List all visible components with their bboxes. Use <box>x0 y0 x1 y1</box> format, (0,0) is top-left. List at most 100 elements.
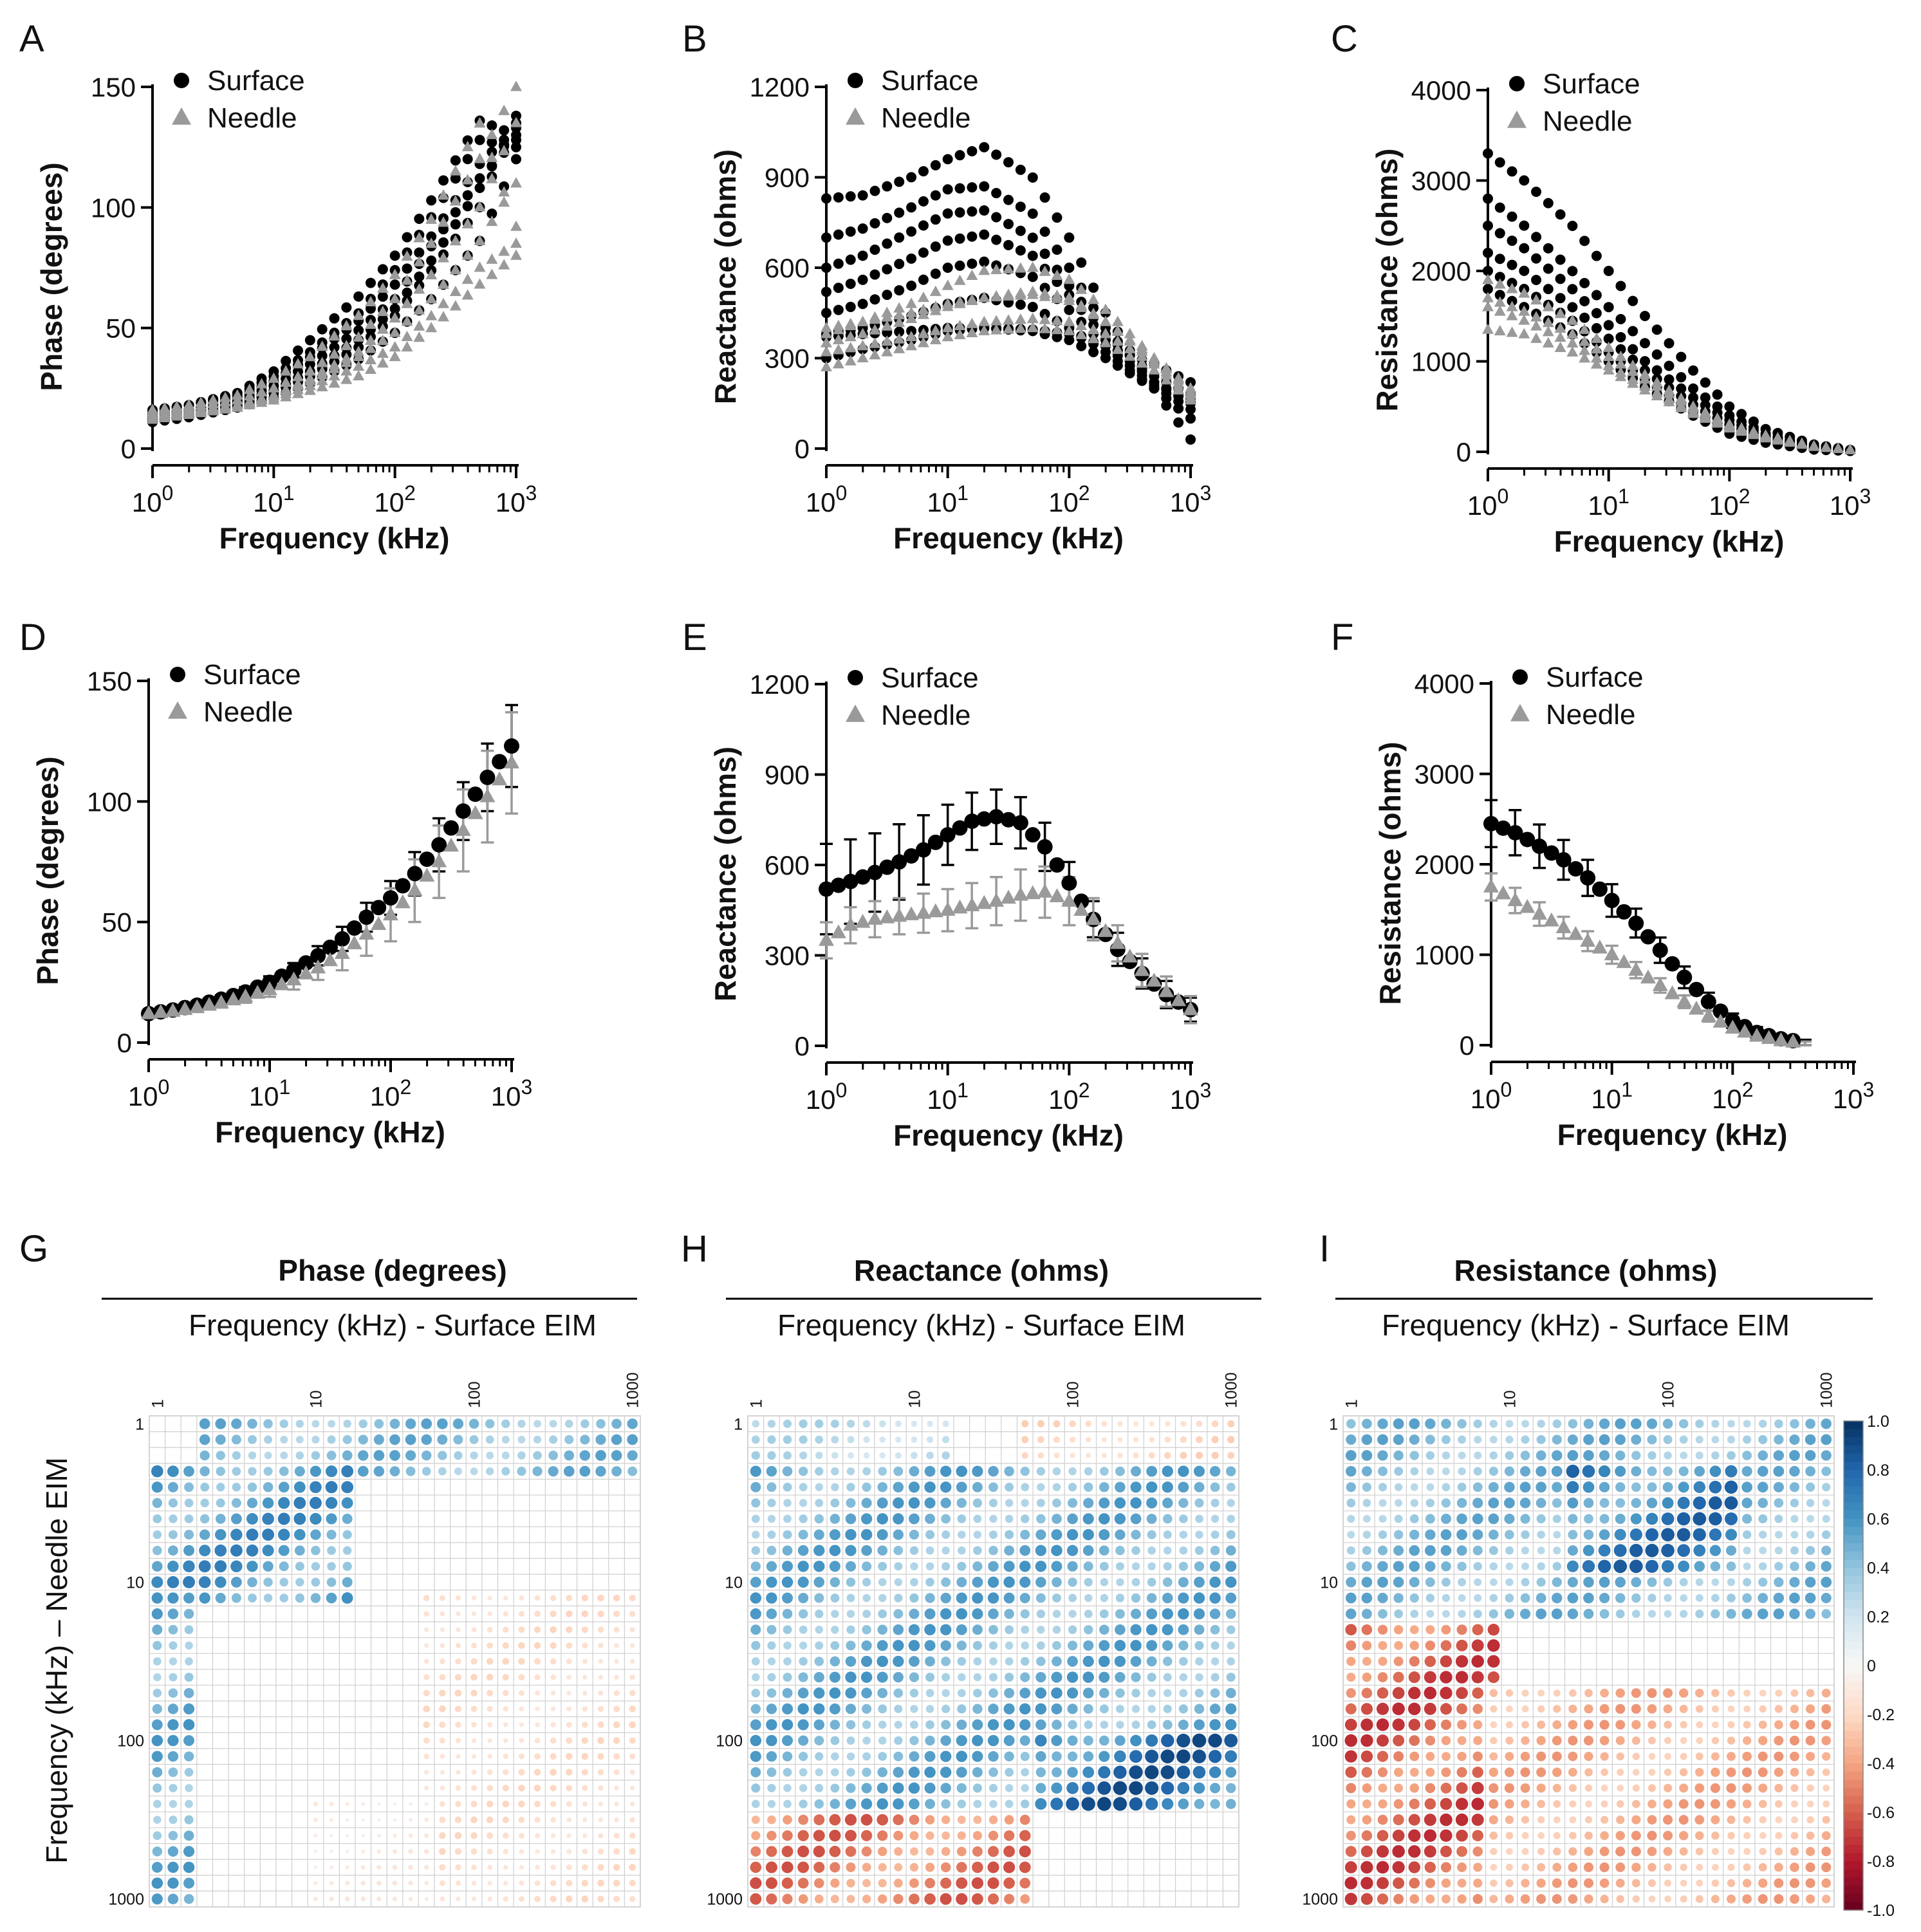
surface-point <box>1173 396 1184 407</box>
corr-cell <box>1344 1734 1358 1747</box>
corr-cell <box>534 1690 541 1696</box>
corr-cell <box>783 1625 792 1635</box>
corr-cell <box>1727 1848 1735 1855</box>
x-tick-exponent: 3 <box>1859 485 1871 508</box>
corr-cell <box>439 1674 446 1681</box>
corr-cell <box>566 1642 573 1649</box>
x-tick-label: 101 <box>1591 1078 1633 1114</box>
corr-cell <box>582 1864 588 1871</box>
corr-cell <box>183 1465 194 1477</box>
surface-point <box>1185 404 1196 415</box>
corr-cell <box>1789 1434 1800 1445</box>
corr-cell <box>783 1673 792 1682</box>
corr-cell <box>861 1846 872 1857</box>
corr-cell <box>392 1897 398 1902</box>
corr-cell <box>488 1518 491 1520</box>
needle-point <box>1689 1000 1705 1015</box>
panel-label: B <box>682 18 707 60</box>
corr-cell <box>848 1452 854 1459</box>
corr-cell <box>1378 1466 1387 1476</box>
corr-cell <box>1599 1498 1610 1508</box>
corr-cell <box>1362 1608 1372 1619</box>
needle-point <box>219 400 231 411</box>
corr-cell <box>613 1626 620 1633</box>
needle-point <box>1109 934 1126 949</box>
corr-cell <box>973 1530 982 1539</box>
corr-cell <box>613 1753 620 1760</box>
corr-cell <box>1471 1797 1485 1810</box>
needle-point <box>905 339 918 351</box>
corr-cell <box>1712 1864 1719 1871</box>
corr-cell <box>1789 1482 1800 1492</box>
corr-cell <box>1004 1815 1014 1825</box>
corr-cell <box>629 1658 635 1664</box>
corr-cell <box>846 1752 855 1761</box>
surface-point <box>438 237 449 248</box>
needle-point <box>905 312 918 324</box>
corr-cell <box>987 1576 999 1588</box>
corr-cell <box>878 1467 887 1476</box>
corr-cell <box>1679 1768 1688 1777</box>
corr-cell <box>1147 1720 1156 1729</box>
corr-cell <box>1524 1629 1527 1631</box>
surface-point <box>833 283 844 293</box>
corr-cell <box>362 1629 364 1631</box>
corr-cell <box>1426 1610 1434 1618</box>
corr-cell <box>1377 1877 1389 1890</box>
corr-cell <box>456 1611 461 1617</box>
corr-cell <box>441 1581 443 1583</box>
corr-cell <box>1774 1847 1783 1856</box>
corr-cell <box>957 1831 966 1840</box>
y-tick-label: 600 <box>765 850 810 880</box>
corr-cell <box>1052 1767 1062 1778</box>
needle-point <box>286 971 302 986</box>
corr-cell <box>394 1565 396 1568</box>
needle-point <box>1518 287 1530 298</box>
corr-cell <box>1099 1561 1109 1571</box>
corr-cell <box>378 1502 380 1504</box>
corr-cell <box>1489 1593 1498 1602</box>
corr-cell <box>1004 1608 1014 1619</box>
x-tick-exponent: 2 <box>404 481 416 505</box>
corr-cell <box>1130 1734 1142 1747</box>
corr-cell <box>1114 1513 1126 1525</box>
corr-cell <box>799 1625 808 1634</box>
corr-cell <box>378 1755 380 1758</box>
corr-cell <box>1440 1687 1452 1700</box>
legend-surface-label: Surface <box>881 662 979 694</box>
corr-cell <box>1474 1435 1482 1444</box>
corr-cell <box>925 1530 935 1539</box>
corr-cell <box>1225 1545 1236 1556</box>
corr-cell <box>972 1767 983 1778</box>
corr-cell <box>1647 1688 1657 1698</box>
corr-cell <box>1664 1451 1672 1460</box>
corr-cell <box>797 1845 810 1857</box>
needle-point <box>486 172 498 183</box>
corr-cell <box>392 1881 398 1886</box>
corr-cell <box>1583 1498 1594 1509</box>
corr-cell <box>425 1534 427 1536</box>
corr-cell <box>893 1513 904 1525</box>
corr-cell <box>956 1783 967 1794</box>
corr-cell <box>1392 1845 1405 1858</box>
corr-cell <box>814 1799 824 1809</box>
corr-cell <box>1040 1819 1042 1821</box>
corr-cell <box>536 1502 539 1504</box>
corr-cell <box>1211 1530 1220 1539</box>
corr-cell <box>1052 1514 1062 1524</box>
corr-cell <box>153 1688 162 1698</box>
surface-point <box>1651 365 1662 376</box>
corr-cell <box>342 1514 353 1524</box>
corr-cell <box>1068 1483 1077 1492</box>
corr-cell <box>925 1720 934 1729</box>
needle-point <box>1590 352 1602 363</box>
corr-cell <box>814 1894 824 1904</box>
corr-cell <box>470 1705 478 1713</box>
corr-cell <box>1537 1848 1545 1855</box>
corr-cell <box>972 1831 982 1841</box>
legend-needle-label: Needle <box>203 696 293 728</box>
corr-cell <box>1425 1593 1435 1602</box>
corr-cell <box>1505 1451 1514 1460</box>
corr-cell <box>1505 1879 1514 1888</box>
needle-point <box>376 357 389 368</box>
